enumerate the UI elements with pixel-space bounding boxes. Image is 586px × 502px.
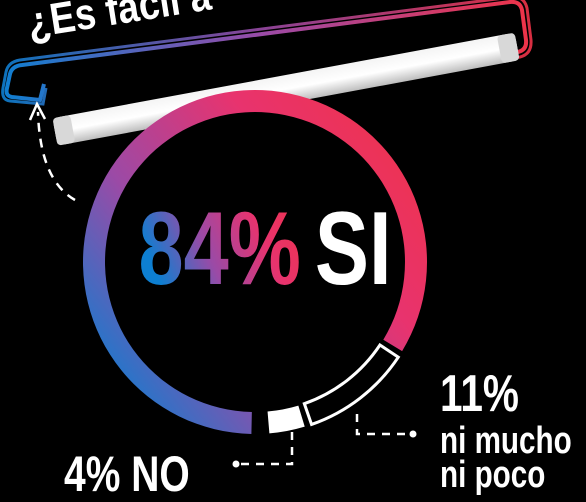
leader-line bbox=[355, 414, 410, 436]
lamp bbox=[53, 33, 520, 146]
center-label: 84% SI bbox=[138, 190, 391, 306]
chart-title: ¿Es fácil a bbox=[24, 0, 215, 48]
donut-segment bbox=[267, 405, 305, 434]
donut-segment bbox=[302, 342, 401, 427]
title-bracket bbox=[4, 0, 529, 103]
arrow-head bbox=[28, 101, 47, 121]
value-label: 11% bbox=[440, 365, 519, 423]
leader-dot bbox=[409, 430, 417, 438]
category-label: ni mucho ni poco bbox=[440, 420, 572, 496]
center-value: 84% bbox=[138, 190, 300, 306]
title-bracket bbox=[1, 0, 533, 106]
center-category: SI bbox=[315, 190, 392, 306]
leader-dot bbox=[232, 460, 240, 468]
leader-line bbox=[240, 432, 294, 466]
arrow bbox=[36, 111, 76, 202]
category-label: NO bbox=[131, 446, 190, 502]
label: 4% NO bbox=[64, 448, 190, 500]
value-label: 4% bbox=[64, 446, 121, 502]
